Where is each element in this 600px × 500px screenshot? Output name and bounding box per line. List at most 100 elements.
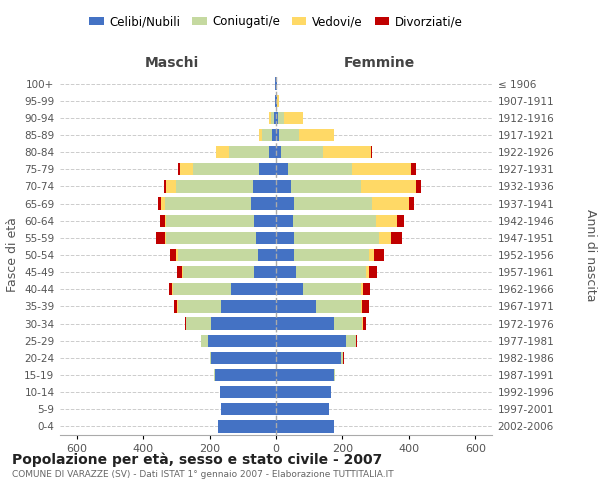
Bar bbox=[179, 163, 193, 175]
Bar bbox=[287, 163, 352, 175]
Bar bbox=[276, 334, 346, 347]
Bar bbox=[278, 112, 284, 124]
Bar bbox=[277, 94, 279, 107]
Bar bbox=[291, 180, 361, 192]
Bar bbox=[258, 249, 276, 261]
Bar bbox=[361, 283, 364, 296]
Bar bbox=[183, 266, 254, 278]
Bar bbox=[215, 146, 216, 158]
Bar bbox=[276, 232, 294, 244]
Bar bbox=[166, 232, 256, 244]
Bar bbox=[170, 249, 176, 261]
Bar bbox=[275, 94, 276, 107]
Bar bbox=[186, 318, 211, 330]
Bar bbox=[343, 352, 344, 364]
Bar bbox=[164, 214, 166, 227]
Bar bbox=[323, 146, 371, 158]
Bar bbox=[200, 334, 201, 347]
Bar bbox=[185, 318, 186, 330]
Bar bbox=[172, 283, 173, 296]
Bar bbox=[352, 163, 410, 175]
Bar bbox=[178, 300, 221, 312]
Bar bbox=[391, 232, 402, 244]
Bar bbox=[262, 129, 272, 141]
Bar bbox=[161, 198, 164, 209]
Bar bbox=[160, 214, 164, 227]
Bar bbox=[276, 112, 278, 124]
Bar bbox=[164, 180, 166, 192]
Bar bbox=[341, 352, 343, 364]
Bar bbox=[271, 112, 274, 124]
Bar bbox=[229, 146, 269, 158]
Bar bbox=[158, 198, 161, 209]
Bar bbox=[276, 283, 302, 296]
Bar bbox=[276, 318, 334, 330]
Bar bbox=[209, 352, 211, 364]
Bar bbox=[269, 112, 271, 124]
Bar bbox=[296, 266, 366, 278]
Bar bbox=[254, 214, 276, 227]
Bar bbox=[276, 403, 329, 415]
Bar bbox=[281, 146, 323, 158]
Bar bbox=[259, 163, 276, 175]
Bar bbox=[182, 266, 183, 278]
Bar bbox=[178, 266, 182, 278]
Bar bbox=[373, 198, 409, 209]
Bar bbox=[274, 112, 276, 124]
Bar bbox=[251, 198, 276, 209]
Bar bbox=[211, 318, 276, 330]
Bar bbox=[256, 232, 276, 244]
Bar bbox=[410, 163, 416, 175]
Bar bbox=[178, 249, 258, 261]
Bar bbox=[276, 352, 341, 364]
Bar bbox=[221, 403, 276, 415]
Bar bbox=[374, 249, 384, 261]
Bar bbox=[293, 214, 376, 227]
Bar bbox=[276, 249, 294, 261]
Bar bbox=[174, 300, 178, 312]
Bar bbox=[272, 129, 276, 141]
Bar bbox=[276, 198, 294, 209]
Bar bbox=[269, 146, 276, 158]
Text: Femmine: Femmine bbox=[344, 56, 415, 70]
Text: COMUNE DI VARAZZE (SV) - Dati ISTAT 1° gennaio 2007 - Elaborazione TUTTITALIA.IT: COMUNE DI VARAZZE (SV) - Dati ISTAT 1° g… bbox=[12, 470, 394, 479]
Bar bbox=[211, 352, 276, 364]
Bar bbox=[275, 78, 276, 90]
Bar bbox=[376, 214, 397, 227]
Y-axis label: Fasce di età: Fasce di età bbox=[5, 218, 19, 292]
Bar bbox=[366, 266, 369, 278]
Bar bbox=[276, 163, 287, 175]
Bar bbox=[276, 420, 334, 432]
Bar bbox=[276, 386, 331, 398]
Bar bbox=[166, 180, 176, 192]
Bar bbox=[166, 214, 254, 227]
Bar bbox=[334, 369, 335, 381]
Text: Anni di nascita: Anni di nascita bbox=[584, 209, 597, 301]
Bar bbox=[276, 94, 277, 107]
Bar bbox=[284, 112, 302, 124]
Bar bbox=[176, 180, 253, 192]
Bar bbox=[416, 180, 421, 192]
Bar bbox=[216, 146, 229, 158]
Bar bbox=[276, 369, 334, 381]
Bar bbox=[362, 300, 369, 312]
Bar bbox=[276, 214, 293, 227]
Bar bbox=[294, 198, 373, 209]
Bar bbox=[218, 420, 276, 432]
Bar bbox=[409, 198, 414, 209]
Bar bbox=[361, 180, 416, 192]
Bar bbox=[178, 163, 179, 175]
Bar bbox=[316, 300, 361, 312]
Bar bbox=[371, 146, 373, 158]
Bar bbox=[276, 180, 291, 192]
Bar bbox=[397, 214, 404, 227]
Bar bbox=[362, 318, 363, 330]
Legend: Celibi/Nubili, Coniugati/e, Vedovi/e, Divorziati/e: Celibi/Nubili, Coniugati/e, Vedovi/e, Di… bbox=[85, 10, 467, 33]
Bar bbox=[208, 334, 276, 347]
Bar bbox=[231, 283, 276, 296]
Bar bbox=[294, 249, 369, 261]
Bar bbox=[299, 129, 334, 141]
Bar bbox=[302, 283, 361, 296]
Bar bbox=[276, 78, 277, 90]
Bar bbox=[276, 300, 316, 312]
